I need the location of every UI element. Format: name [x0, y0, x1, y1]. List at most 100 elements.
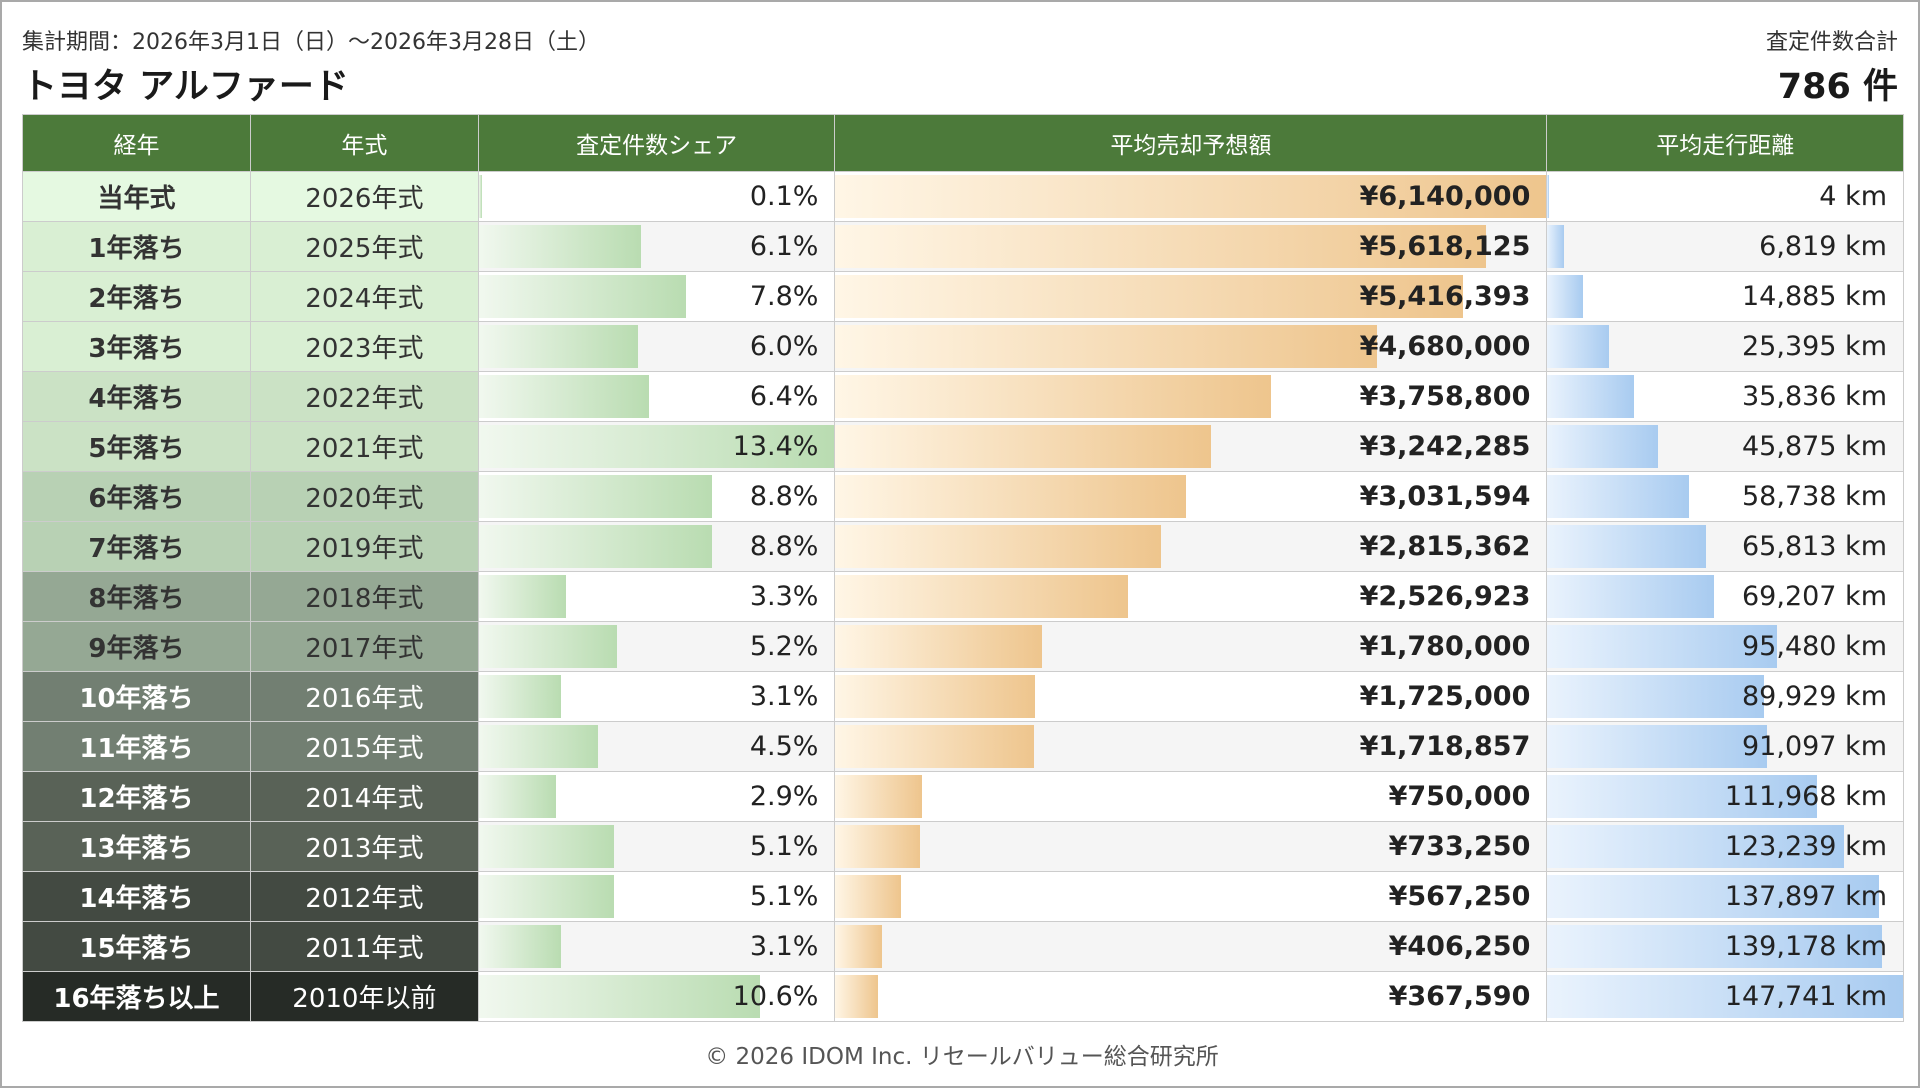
- mileage-value: 45,875 km: [1742, 431, 1887, 462]
- share-cell: 0.1%: [477, 171, 836, 222]
- table-row: 1年落ち 2025年式 6.1% ¥5,618,125 6,819 km: [22, 221, 1904, 272]
- model-year-cell: 2011年式: [249, 921, 479, 972]
- total-count-value: 786 件: [1777, 67, 1898, 107]
- mileage-value: 35,836 km: [1742, 381, 1887, 412]
- mileage-bar: [1547, 875, 1880, 918]
- price-bar: [835, 375, 1271, 418]
- price-bar: [835, 925, 883, 968]
- mileage-bar: [1547, 675, 1764, 718]
- model-year-cell: 2020年式: [249, 471, 479, 522]
- mileage-value: 111,968 km: [1724, 781, 1887, 812]
- price-bar: [835, 475, 1187, 518]
- share-cell: 8.8%: [477, 471, 836, 522]
- share-value: 4.5%: [749, 731, 819, 762]
- mileage-value: 6,819 km: [1759, 231, 1887, 262]
- price-value: ¥3,758,800: [1359, 381, 1531, 412]
- age-cell: 3年落ち: [22, 321, 251, 372]
- price-value: ¥367,590: [1388, 981, 1531, 1012]
- mileage-value: 69,207 km: [1742, 581, 1887, 612]
- age-cell: 5年落ち: [22, 421, 251, 472]
- price-cell: ¥750,000: [834, 771, 1548, 822]
- age-cell: 16年落ち以上: [22, 971, 251, 1022]
- mileage-bar: [1547, 575, 1714, 618]
- mileage-value: 89,929 km: [1742, 681, 1887, 712]
- price-cell: ¥4,680,000: [834, 321, 1548, 372]
- page-title: トヨタ アルファード: [22, 67, 349, 107]
- mileage-cell: 6,819 km: [1546, 221, 1904, 272]
- model-year-cell: 2024年式: [249, 271, 479, 322]
- age-cell: 9年落ち: [22, 621, 251, 672]
- table-row: 7年落ち 2019年式 8.8% ¥2,815,362 65,813 km: [22, 521, 1904, 572]
- age-cell: 10年落ち: [22, 671, 251, 722]
- price-cell: ¥1,725,000: [834, 671, 1548, 722]
- share-bar: [478, 425, 835, 468]
- table-row: 13年落ち 2013年式 5.1% ¥733,250 123,239 km: [22, 821, 1904, 872]
- price-cell: ¥406,250: [834, 921, 1548, 972]
- price-value: ¥2,526,923: [1359, 581, 1531, 612]
- share-bar: [478, 975, 761, 1018]
- model-year-cell: 2017年式: [249, 621, 479, 672]
- mileage-value: 65,813 km: [1742, 531, 1887, 562]
- price-value: ¥567,250: [1388, 881, 1531, 912]
- mileage-bar: [1547, 625, 1778, 668]
- price-bar: [835, 225, 1486, 268]
- model-year-cell: 2010年以前: [249, 971, 479, 1022]
- price-bar: [835, 875, 902, 918]
- price-bar: [835, 825, 921, 868]
- model-year-cell: 2014年式: [249, 771, 479, 822]
- share-bar: [478, 475, 713, 518]
- age-cell: 11年落ち: [22, 721, 251, 772]
- share-cell: 6.4%: [477, 371, 836, 422]
- table-row: 9年落ち 2017年式 5.2% ¥1,780,000 95,480 km: [22, 621, 1904, 672]
- age-cell: 14年落ち: [22, 871, 251, 922]
- price-cell: ¥3,242,285: [834, 421, 1548, 472]
- price-bar: [835, 775, 923, 818]
- share-value: 8.8%: [749, 481, 819, 512]
- price-bar: [835, 575, 1129, 618]
- mileage-value: 95,480 km: [1742, 631, 1887, 662]
- model-year-cell: 2016年式: [249, 671, 479, 722]
- price-value: ¥5,618,125: [1359, 231, 1531, 262]
- share-value: 7.8%: [749, 281, 819, 312]
- model-year-cell: 2026年式: [249, 171, 479, 222]
- mileage-cell: 123,239 km: [1546, 821, 1904, 872]
- aggregation-period: 集計期間：2026年3月1日（日）〜2026年3月28日（土）: [22, 30, 600, 55]
- share-value: 3.3%: [749, 581, 819, 612]
- share-value: 5.2%: [749, 631, 819, 662]
- total-count-label: 査定件数合計: [1765, 30, 1898, 55]
- share-value: 2.9%: [749, 781, 819, 812]
- age-cell: 1年落ち: [22, 221, 251, 272]
- model-year-cell: 2015年式: [249, 721, 479, 772]
- mileage-bar: [1547, 825, 1845, 868]
- table-row: 12年落ち 2014年式 2.9% ¥750,000 111,968 km: [22, 771, 1904, 822]
- model-year-cell: 2012年式: [249, 871, 479, 922]
- price-bar: [835, 975, 878, 1018]
- model-year-cell: 2018年式: [249, 571, 479, 622]
- share-bar: [478, 225, 641, 268]
- price-value: ¥6,140,000: [1359, 181, 1531, 212]
- mileage-value: 25,395 km: [1742, 331, 1887, 362]
- share-cell: 6.1%: [477, 221, 836, 272]
- share-cell: 5.2%: [477, 621, 836, 672]
- model-year-cell: 2019年式: [249, 521, 479, 572]
- price-cell: ¥5,416,393: [834, 271, 1548, 322]
- share-bar: [478, 825, 615, 868]
- mileage-value: 147,741 km: [1724, 981, 1887, 1012]
- mileage-cell: 89,929 km: [1546, 671, 1904, 722]
- share-cell: 10.6%: [477, 971, 836, 1022]
- mileage-value: 139,178 km: [1724, 931, 1887, 962]
- mileage-bar: [1547, 375, 1634, 418]
- table-row: 6年落ち 2020年式 8.8% ¥3,031,594 58,738 km: [22, 471, 1904, 522]
- share-cell: 3.3%: [477, 571, 836, 622]
- model-year-cell: 2022年式: [249, 371, 479, 422]
- mileage-bar: [1547, 525, 1706, 568]
- price-bar: [835, 425, 1211, 468]
- price-bar: [835, 325, 1378, 368]
- price-value: ¥3,031,594: [1359, 481, 1531, 512]
- age-cell: 12年落ち: [22, 771, 251, 822]
- mileage-cell: 25,395 km: [1546, 321, 1904, 372]
- price-value: ¥750,000: [1388, 781, 1531, 812]
- mileage-cell: 45,875 km: [1546, 421, 1904, 472]
- mileage-cell: 69,207 km: [1546, 571, 1904, 622]
- mileage-bar: [1547, 475, 1689, 518]
